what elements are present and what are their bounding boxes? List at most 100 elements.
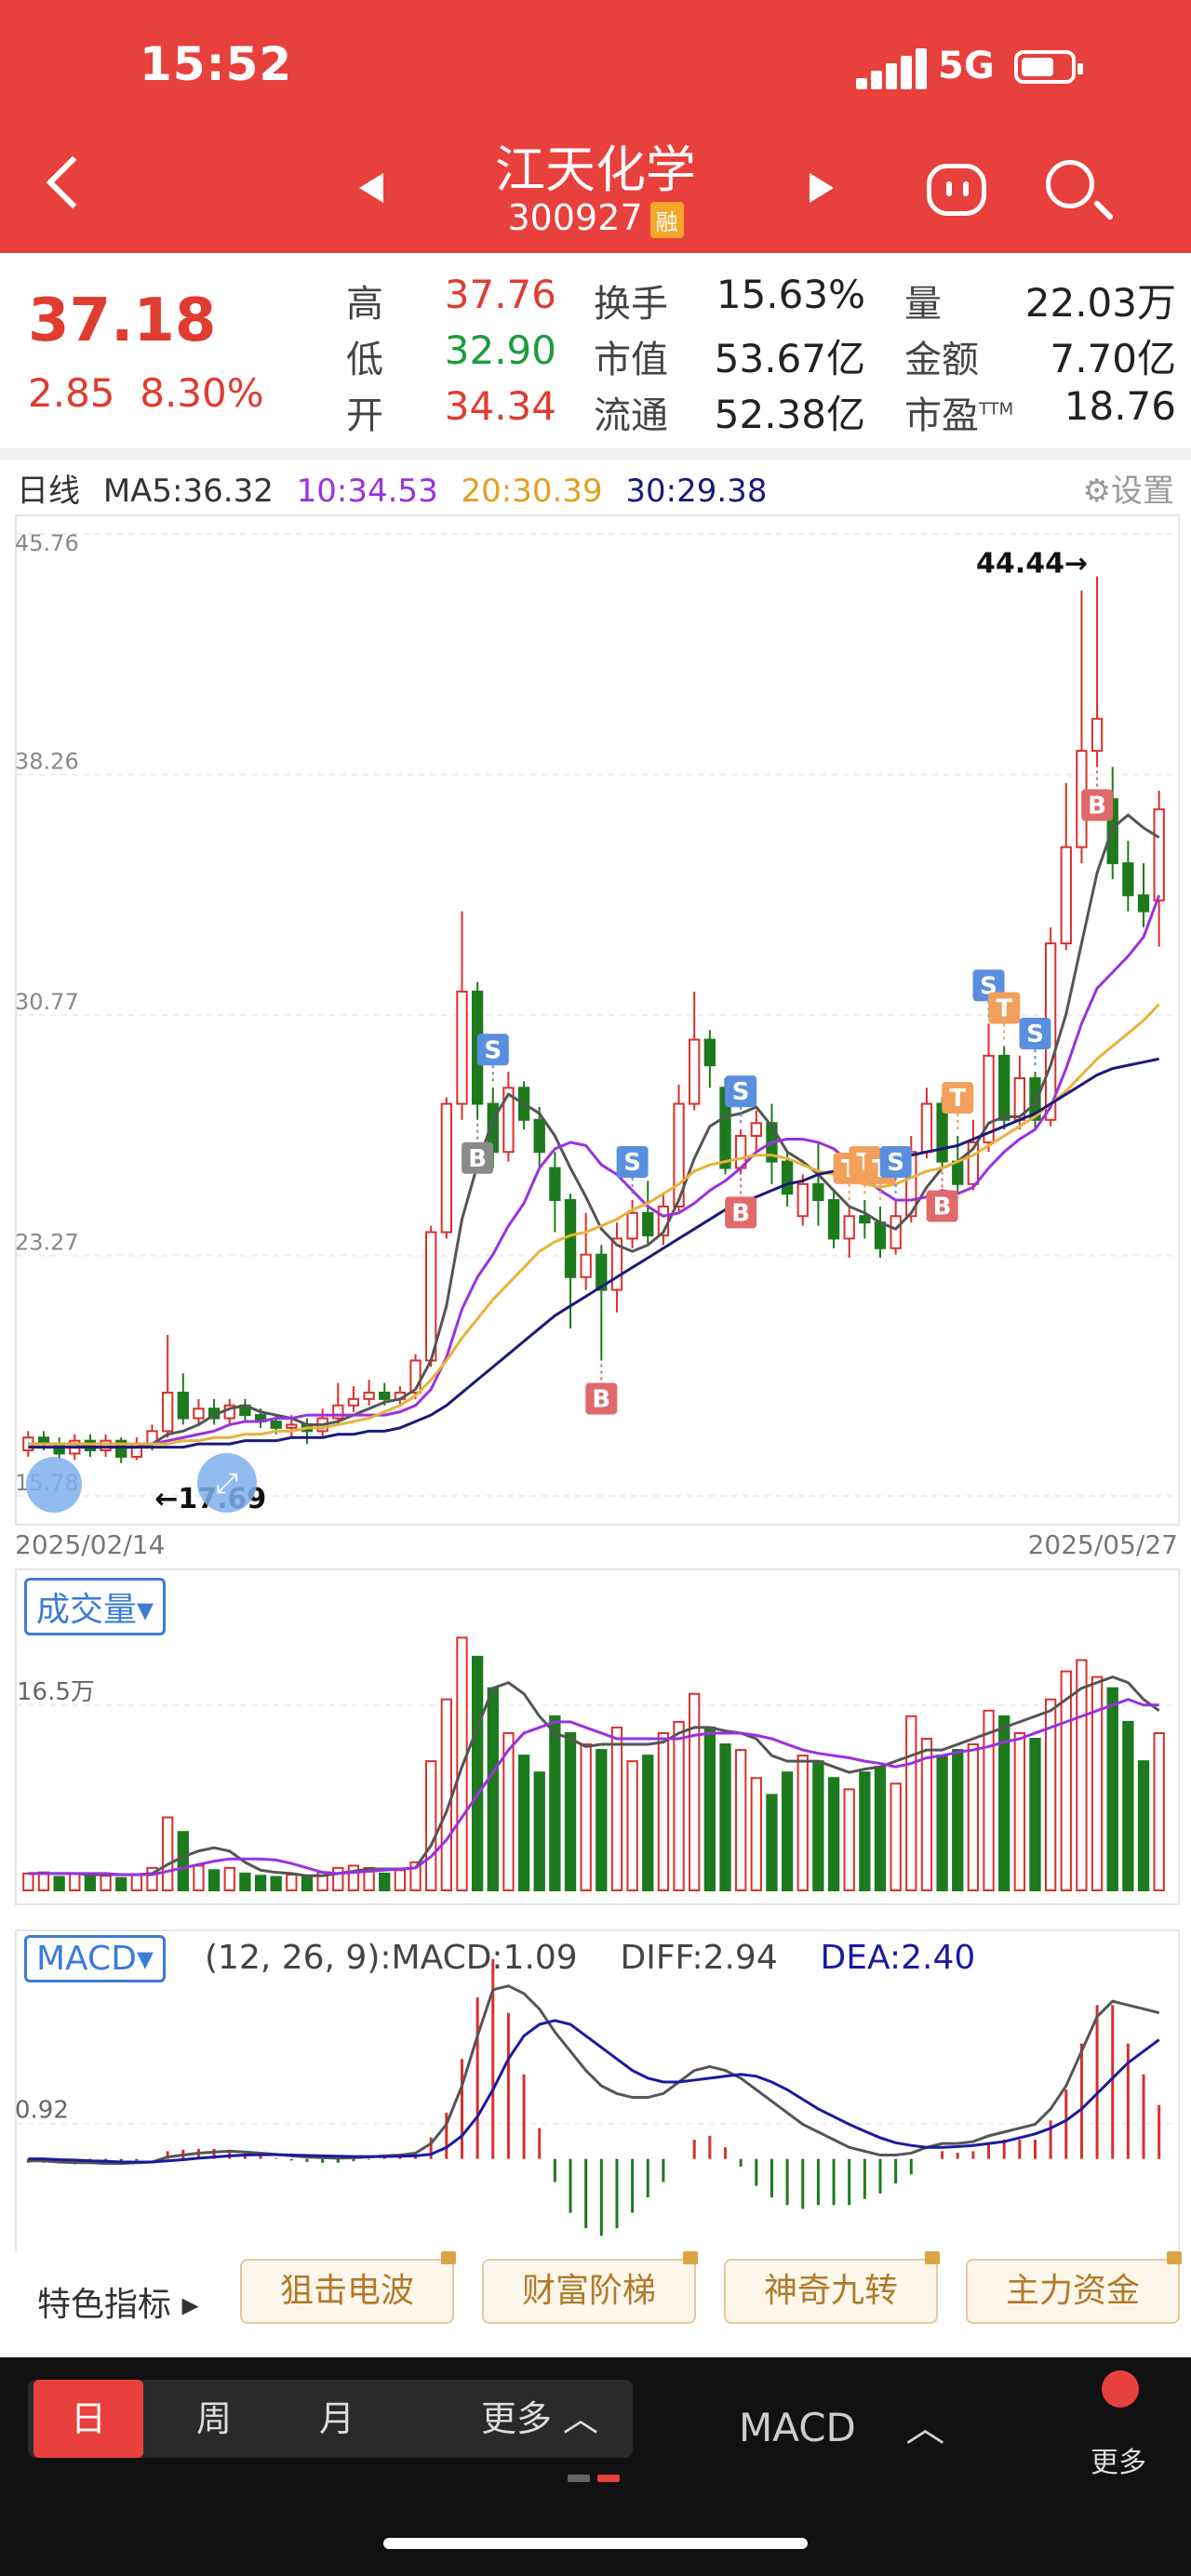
volume-chart-frame [15, 1568, 1180, 1905]
volume-bar-up [409, 1861, 422, 1892]
volume-bar-down [703, 1726, 716, 1891]
ma10-label: 10:34.53 [296, 473, 438, 510]
stat-value: 53.67亿 [714, 336, 865, 381]
stat-value: 32.90 [444, 327, 556, 373]
prev-stock-button[interactable] [359, 173, 383, 203]
candle-up [580, 1253, 592, 1278]
macd-indicator-select[interactable]: MACD▾ [24, 1935, 166, 1982]
home-indicator[interactable] [383, 2538, 808, 2549]
signal-marker [616, 1146, 649, 1179]
feature-button-3[interactable]: 神奇九转 [724, 2251, 940, 2324]
volume-bar-down [533, 1771, 545, 1892]
candle-down [952, 1160, 964, 1185]
gear-icon: ⚙ [1082, 473, 1111, 510]
kline-chart-frame[interactable] [15, 514, 1180, 1526]
volume-bar-up [130, 1874, 143, 1891]
lock-icon [925, 2251, 940, 2264]
volume-bar-down [207, 1869, 221, 1891]
volume-bar-down [781, 1771, 794, 1892]
volume-bar-down [827, 1777, 840, 1891]
signal-marker [1019, 1018, 1051, 1050]
volume-bar-down [874, 1766, 887, 1891]
candle-up [967, 1141, 980, 1185]
volume-bar-down [115, 1876, 127, 1891]
volume-bar-up [920, 1738, 933, 1891]
volume-bar-up [286, 1874, 298, 1891]
volume-bar-up [626, 1760, 638, 1891]
candle-up [673, 1102, 685, 1208]
settings-button[interactable]: ⚙设置 [1082, 473, 1174, 510]
feature-button-4[interactable]: 主力资金 [966, 2251, 1182, 2324]
candle-up [890, 1215, 902, 1249]
candle-down [533, 1118, 545, 1154]
candle-up [162, 1391, 174, 1433]
signal-marker [879, 1146, 912, 1179]
candle-down [642, 1211, 654, 1236]
ma10-line [28, 894, 1161, 1446]
indicator-selector[interactable]: MACD ︿ [739, 2405, 945, 2450]
stock-name: 江天化学 [495, 140, 696, 199]
volume-bar-up [193, 1864, 205, 1892]
volume-bar-down [766, 1794, 778, 1892]
stat-value: 34.34 [444, 383, 556, 429]
volume-bar-up [796, 1755, 809, 1891]
search-icon[interactable] [1046, 160, 1115, 221]
more-menu-icon[interactable] [1102, 2370, 1139, 2408]
period-month[interactable]: 月 [318, 2398, 355, 2439]
signal-marker [462, 1141, 494, 1174]
period-more[interactable]: 更多 ︿ [480, 2398, 599, 2439]
candle-down [827, 1199, 840, 1240]
volume-bar-up [100, 1875, 112, 1892]
candle-up [332, 1404, 344, 1420]
feature-button-2[interactable]: 财富阶梯 [482, 2251, 698, 2324]
volume-bar-down [517, 1755, 530, 1891]
volume-bar-down [84, 1874, 97, 1891]
volume-bar-down [564, 1731, 577, 1891]
volume-bar-down [1137, 1760, 1150, 1891]
stat-label: 市盈TTM [904, 394, 1014, 437]
y-tick-label: 16.5万 [17, 1678, 95, 1706]
ma20-label: 20:30.39 [461, 473, 603, 510]
more-label[interactable]: 更多 [1091, 2447, 1146, 2479]
stat-label: 低 [346, 339, 383, 381]
volume-bar-down [642, 1755, 654, 1891]
kline-chart[interactable]: 45.7638.2630.7723.2715.78BSBSBSTTTSBTSTS… [0, 502, 1191, 1563]
candle-up [626, 1211, 638, 1240]
candle-up [100, 1439, 112, 1452]
robot-assistant-icon[interactable] [927, 164, 986, 216]
volume-bar-up [905, 1715, 917, 1891]
volume-indicator-select[interactable]: 成交量▾ [24, 1578, 167, 1635]
quote-panel: 37.18 2.85 8.30% 高 37.76 换手 15.63% 量 22.03万低 3… [0, 253, 1191, 448]
candle-up [750, 1122, 762, 1138]
candle-up [193, 1408, 205, 1420]
stat-value: 7.70亿 [1050, 336, 1176, 381]
signal-marker [1081, 789, 1114, 821]
volume-bar-down [596, 1749, 608, 1891]
candle-up [363, 1391, 375, 1400]
candle-up [286, 1423, 298, 1429]
volume-bar-up [69, 1872, 81, 1891]
expand-icon [197, 1453, 257, 1513]
volume-bar-down [487, 1687, 499, 1891]
lock-icon [1167, 2251, 1182, 2264]
next-stock-button[interactable] [810, 173, 834, 203]
stat-label: 开 [346, 394, 383, 437]
candle-down [998, 1054, 1010, 1121]
volume-bar-down [998, 1715, 1010, 1891]
status-time: 15:52 [140, 37, 293, 91]
stat-value: 22.03万 [1024, 280, 1176, 326]
candle-down [703, 1038, 716, 1067]
stock-code: 300927 [507, 197, 643, 238]
y-tick-label: 45.76 [15, 530, 79, 556]
period-week[interactable]: 周 [195, 2398, 232, 2439]
volume-bar-down [549, 1715, 561, 1891]
candle-up [920, 1102, 933, 1154]
volume-bar-down [1122, 1720, 1134, 1891]
stat-label: 换手 [594, 283, 668, 326]
volume-ma-short [28, 1675, 1160, 1877]
feature-label[interactable]: 特色指标 ▸ [37, 2286, 199, 2324]
period-day[interactable]: 日 [33, 2380, 143, 2458]
feature-button-1[interactable]: 狙击电波 [240, 2251, 456, 2324]
signal-label: T [996, 994, 1012, 1022]
bottom-toolbar: 日 周 月 更多 ︿ MACD ︿ 更多 [0, 2357, 1191, 2576]
